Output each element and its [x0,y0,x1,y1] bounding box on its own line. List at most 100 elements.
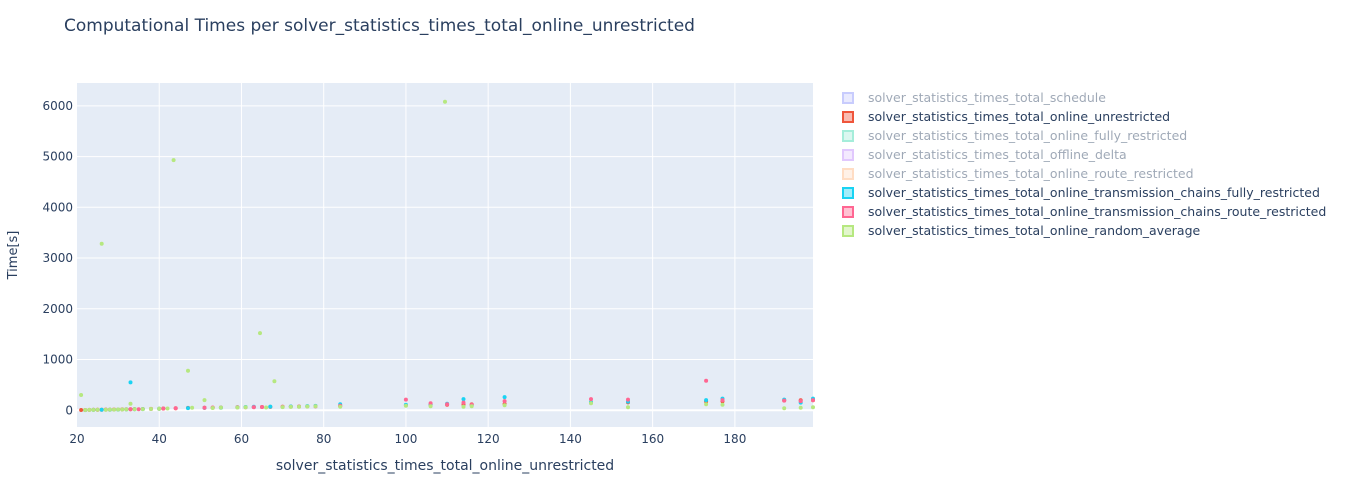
data-point-series-7[interactable] [811,405,815,410]
data-point-series-7[interactable] [297,404,301,409]
data-point-series-7[interactable] [264,405,269,410]
data-point-series-5[interactable] [186,406,190,411]
chart-title: Computational Times per solver_statistic… [64,16,695,36]
legend-swatch [842,167,854,180]
data-point-series-6[interactable] [136,407,141,412]
data-point-series-7[interactable] [140,407,145,412]
data-point-series-7[interactable] [87,407,92,412]
y-axis-label: Time[s] [6,231,21,281]
data-point-series-6[interactable] [626,397,630,402]
data-point-series-7[interactable] [103,407,108,412]
data-point-series-7[interactable] [218,405,223,410]
legend-item-1[interactable]: solver_statistics_times_total_online_unr… [838,107,1326,126]
data-point-series-7[interactable] [469,404,474,409]
data-point-series-7[interactable] [461,404,466,409]
data-point-series-7[interactable] [338,404,343,409]
data-point-series-6[interactable] [502,399,507,404]
data-point-series-5[interactable] [99,407,104,412]
data-point-series-7[interactable] [149,407,153,411]
data-point-series-7[interactable] [428,404,433,409]
data-point-series-6[interactable] [704,378,709,383]
data-point-series-7[interactable] [128,401,133,406]
data-point-series-5[interactable] [128,380,133,385]
data-point-series-6[interactable] [720,398,725,403]
data-point-series-6[interactable] [445,402,450,407]
legend-item-2[interactable]: solver_statistics_times_total_online_ful… [838,126,1326,145]
data-point-series-7[interactable] [210,406,215,410]
plot-area[interactable] [77,83,813,427]
data-point-series-7[interactable] [403,403,408,408]
data-point-series-7[interactable] [704,402,709,407]
data-point-series-6[interactable] [403,397,408,402]
legend-item-6[interactable]: solver_statistics_times_total_online_tra… [838,202,1326,221]
data-point-series-7[interactable] [91,407,96,412]
x-tick-label: 120 [477,432,500,446]
data-point-series-7[interactable] [258,331,262,336]
data-point-series-7[interactable] [99,241,104,246]
data-point-series-7[interactable] [313,404,318,409]
legend-item-4[interactable]: solver_statistics_times_total_online_rou… [838,164,1326,183]
data-point-series-5[interactable] [461,397,466,402]
legend-item-7[interactable]: solver_statistics_times_total_online_ran… [838,221,1326,240]
legend-label: solver_statistics_times_total_online_tra… [868,204,1327,219]
data-point-series-7[interactable] [235,405,240,410]
data-point-series-6[interactable] [173,406,178,411]
data-point-series-1[interactable] [79,408,84,412]
y-tick-label: 0 [65,403,73,417]
x-axis-label: solver_statistics_times_total_online_unr… [276,458,614,474]
legend-item-0[interactable]: solver_statistics_times_total_schedule [838,88,1326,107]
data-point-series-6[interactable] [260,405,264,409]
y-tick-label: 1000 [42,353,73,367]
data-point-series-7[interactable] [589,401,593,406]
data-point-series-5[interactable] [704,398,709,403]
data-point-series-7[interactable] [132,407,137,412]
data-point-series-7[interactable] [305,404,310,409]
data-point-series-7[interactable] [202,398,207,403]
data-point-series-7[interactable] [124,407,129,412]
data-point-series-7[interactable] [798,405,803,410]
data-point-series-7[interactable] [83,408,88,412]
data-point-series-7[interactable] [280,405,285,410]
data-point-series-7[interactable] [186,368,190,373]
legend-swatch [842,129,854,142]
legend-label: solver_statistics_times_total_offline_de… [868,147,1127,162]
data-point-series-6[interactable] [811,398,815,403]
data-point-series-7[interactable] [190,405,195,410]
data-point-series-6[interactable] [782,398,787,403]
legend-item-3[interactable]: solver_statistics_times_total_offline_de… [838,145,1326,164]
data-point-series-6[interactable] [161,406,166,411]
data-point-series-7[interactable] [288,404,293,409]
legend-swatch [842,110,854,123]
data-point-series-7[interactable] [502,403,507,408]
data-point-series-6[interactable] [428,401,433,406]
data-point-series-6[interactable] [251,405,256,410]
data-point-series-7[interactable] [782,406,787,411]
data-point-series-7[interactable] [243,405,248,410]
data-point-series-7[interactable] [626,405,630,410]
data-point-series-6[interactable] [589,397,593,402]
data-point-series-7[interactable] [120,407,125,412]
data-point-series-6[interactable] [461,400,466,405]
data-point-series-7[interactable] [720,402,725,407]
data-point-series-7[interactable] [157,406,162,411]
y-tick-label: 3000 [42,251,73,265]
y-tick-label: 2000 [42,302,73,316]
legend-label: solver_statistics_times_total_online_tra… [868,185,1320,200]
data-point-series-7[interactable] [79,393,84,397]
data-point-series-6[interactable] [202,405,207,410]
data-point-series-5[interactable] [268,404,273,409]
data-point-series-7[interactable] [112,407,116,412]
data-point-series-7[interactable] [107,407,112,412]
legend-label: solver_statistics_times_total_online_rou… [868,166,1194,181]
data-point-series-5[interactable] [502,395,507,400]
data-point-series-7[interactable] [272,379,277,384]
data-point-series-7[interactable] [165,406,170,411]
data-point-series-6[interactable] [128,407,133,412]
data-point-series-7[interactable] [171,158,176,163]
data-point-series-6[interactable] [798,399,803,404]
legend-item-5[interactable]: solver_statistics_times_total_online_tra… [838,183,1326,202]
data-point-series-7[interactable] [443,99,447,104]
data-point-series-7[interactable] [95,407,100,412]
data-point-series-7[interactable] [116,407,121,412]
